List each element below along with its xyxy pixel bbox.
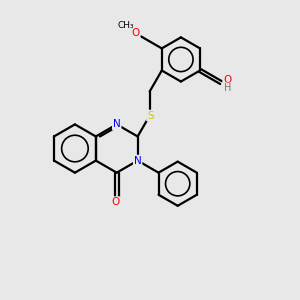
Text: N: N xyxy=(113,119,121,129)
Text: CH₃: CH₃ xyxy=(117,21,134,30)
Text: N: N xyxy=(134,156,142,166)
Text: O: O xyxy=(131,28,140,38)
Text: S: S xyxy=(147,110,154,121)
Text: O: O xyxy=(223,75,232,85)
Text: H: H xyxy=(224,83,231,94)
Text: O: O xyxy=(111,197,119,207)
